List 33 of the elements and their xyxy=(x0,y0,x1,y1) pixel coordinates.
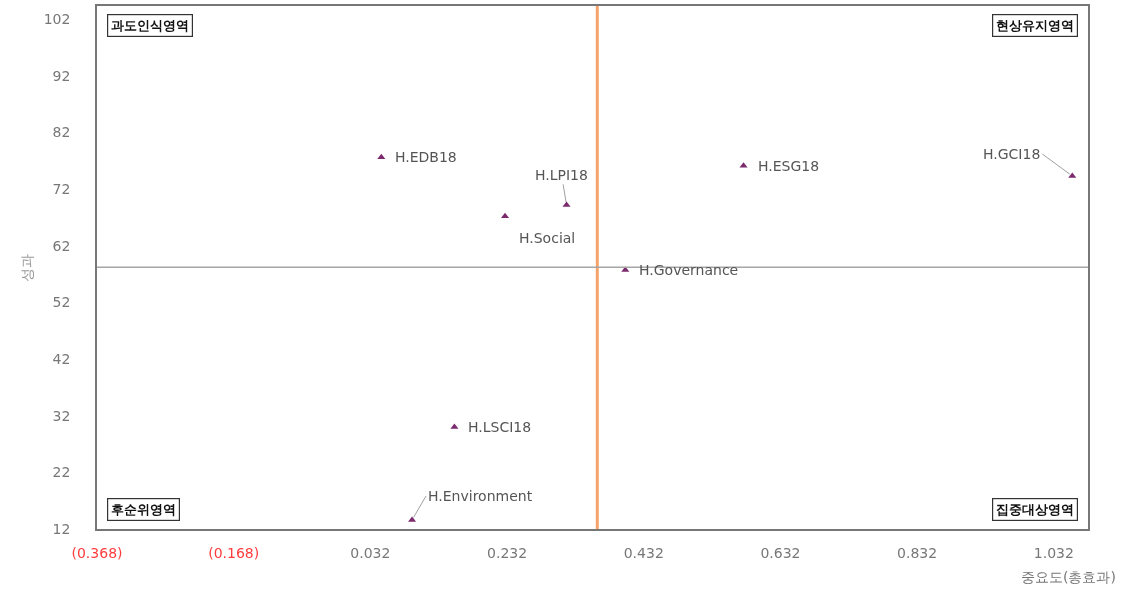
y-tick-label: 102 xyxy=(43,10,71,27)
annotation: H.Social xyxy=(519,230,576,246)
y-tick-label: 62 xyxy=(52,237,71,254)
y-tick-label: 72 xyxy=(52,180,71,197)
y-tick-label: 32 xyxy=(52,407,71,424)
point xyxy=(377,153,386,160)
y-tick-label: 22 xyxy=(52,464,71,481)
x-axis-title: 중요도(총효과) xyxy=(1021,569,1116,585)
annotation: H.LSCI18 xyxy=(468,419,532,435)
annotation: H.Governance xyxy=(639,262,739,278)
annotation: H.Environment xyxy=(428,488,533,504)
annotation: 후순위영역 xyxy=(111,502,177,518)
y-tick-label: 82 xyxy=(52,124,71,141)
y-tick-label: 52 xyxy=(52,294,71,311)
x-tick-label: 0.232 xyxy=(487,544,528,561)
annotation: H.ESG18 xyxy=(758,158,820,174)
y-tick-label: 42 xyxy=(52,350,71,367)
annotation: 과도인식영역 xyxy=(111,18,190,34)
annotation: 집중대상영역 xyxy=(996,502,1075,518)
x-tick-label: 0.632 xyxy=(760,544,801,561)
annotation: 현상유지영역 xyxy=(996,18,1075,34)
x-tick-label: (0.368) xyxy=(71,544,123,561)
x-tick-label: 0.832 xyxy=(897,544,938,561)
y-tick-label: 12 xyxy=(52,520,71,537)
x-tick-label: 0.432 xyxy=(623,544,664,561)
annotation: H.GCI18 xyxy=(983,146,1041,162)
y-tick-label: 92 xyxy=(52,67,71,84)
annotation: H.EDB18 xyxy=(395,149,457,165)
x-tick-label: 1.032 xyxy=(1033,544,1074,561)
annotation: H.LPI18 xyxy=(535,167,588,183)
x-tick-label: 0.032 xyxy=(350,544,391,561)
x-tick-label: (0.168) xyxy=(208,544,260,561)
y-axis-title: 성과 xyxy=(18,253,35,282)
